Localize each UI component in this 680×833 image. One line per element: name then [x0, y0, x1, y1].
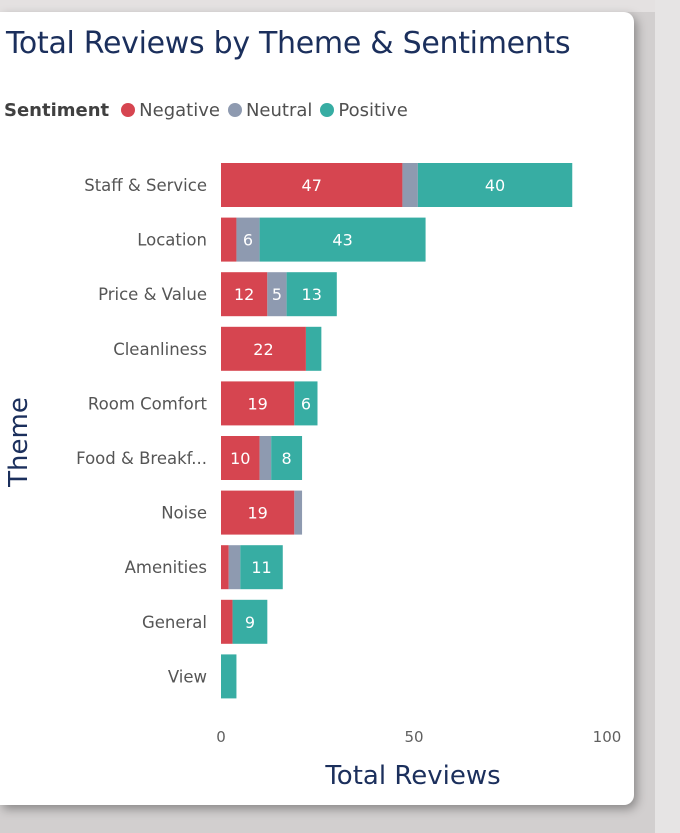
- data-label-noise-negative: 19: [247, 504, 267, 523]
- bar-segment-noise-negative[interactable]: [221, 490, 295, 535]
- category-label-general: General: [142, 613, 207, 632]
- data-label-price-value-positive: 13: [302, 285, 322, 304]
- data-label-price-value-negative: 12: [234, 285, 254, 304]
- x-tick-label-50: 50: [404, 728, 423, 746]
- legend-dot-positive: [320, 103, 335, 117]
- chart-title: Total Reviews by Theme & Sentiments: [6, 26, 571, 61]
- bar-segment-amenities-neutral[interactable]: [228, 545, 241, 590]
- legend-dot-negative: [121, 103, 136, 117]
- background-strip-right: [655, 0, 680, 833]
- bar-segment-staff-service-negative[interactable]: [221, 163, 403, 207]
- category-label-staff-service: Staff & Service: [84, 176, 207, 195]
- labels-layer: Staff & Service 47 40 Location 6 43 Price & Va…: [76, 176, 505, 686]
- bar-segment-staff-service-neutral[interactable]: [402, 163, 418, 207]
- legend: Sentiment Negative Neutral Positive: [4, 98, 416, 122]
- bar-segment-location-negative[interactable]: [221, 217, 237, 262]
- legend-item-negative[interactable]: Negative: [121, 100, 220, 121]
- bar-segment-location-positive[interactable]: [259, 217, 426, 262]
- category-label-price-value: Price & Value: [98, 285, 207, 304]
- data-label-room-comfort-negative: 19: [247, 394, 267, 413]
- data-label-location-positive: 43: [332, 231, 352, 250]
- bar-segment-staff-service-positive[interactable]: [417, 163, 573, 207]
- data-label-room-comfort-positive: 6: [301, 394, 311, 413]
- ticks-layer: 0 50 100: [216, 728, 621, 746]
- bar-segment-food-breakf-negative[interactable]: [221, 436, 260, 480]
- data-label-staff-service-negative: 47: [302, 176, 322, 195]
- legend-label-neutral: Neutral: [245, 99, 313, 121]
- bar-segment-cleanliness-negative[interactable]: [221, 326, 306, 371]
- category-label-food-breakf: Food & Breakf...: [76, 449, 207, 468]
- data-label-price-value-neutral: 5: [272, 285, 282, 304]
- legend-dot-neutral: [227, 103, 242, 117]
- bar-segment-cleanliness-positive[interactable]: [305, 326, 322, 371]
- x-tick-label-100: 100: [593, 728, 622, 746]
- legend-item-positive[interactable]: Positive: [320, 99, 408, 121]
- x-axis-title: Total Reviews: [324, 761, 500, 791]
- data-label-staff-service-positive: 40: [485, 176, 505, 195]
- bars-layer: [221, 163, 573, 699]
- category-label-view: View: [168, 667, 207, 686]
- bar-segment-noise-neutral[interactable]: [294, 490, 303, 535]
- legend-title: Sentiment: [4, 99, 110, 121]
- legend-label-negative: Negative: [139, 99, 220, 121]
- legend-label-positive: Positive: [338, 99, 408, 121]
- data-label-cleanliness-negative: 22: [253, 340, 273, 359]
- data-label-location-neutral: 6: [243, 231, 253, 250]
- bar-segment-location-neutral[interactable]: [236, 217, 260, 262]
- category-label-room-comfort: Room Comfort: [88, 394, 208, 413]
- bar-segment-general-positive[interactable]: [232, 599, 268, 644]
- x-tick-label-0: 0: [216, 728, 226, 746]
- bar-segment-price-value-positive[interactable]: [286, 272, 337, 317]
- bar-segment-view-positive[interactable]: [221, 654, 237, 699]
- data-label-food-breakf-positive: 8: [282, 449, 292, 468]
- legend-item-neutral[interactable]: Neutral: [227, 99, 313, 121]
- bar-segment-room-comfort-positive[interactable]: [294, 381, 318, 426]
- y-axis-title: Theme: [4, 397, 34, 488]
- bar-segment-amenities-negative[interactable]: [221, 545, 229, 590]
- background-strip-top: [0, 0, 680, 12]
- category-label-noise: Noise: [161, 504, 207, 523]
- chart-plot: Staff & Service 47 40 Location 6 43 Price & Va…: [4, 163, 621, 791]
- category-label-cleanliness: Cleanliness: [113, 340, 207, 359]
- data-label-food-breakf-negative: 10: [230, 449, 250, 468]
- chart-card: Total Reviews by Theme & Sentiments Sent…: [0, 12, 634, 805]
- bar-segment-price-value-neutral[interactable]: [267, 272, 287, 317]
- bar-segment-amenities-positive[interactable]: [240, 545, 283, 590]
- bar-segment-food-breakf-neutral[interactable]: [259, 436, 272, 480]
- bar-segment-food-breakf-positive[interactable]: [271, 436, 303, 480]
- bar-segment-price-value-negative[interactable]: [221, 272, 268, 317]
- data-label-amenities-positive: 11: [251, 558, 271, 577]
- bar-segment-room-comfort-negative[interactable]: [221, 381, 295, 426]
- category-label-location: Location: [137, 231, 207, 250]
- category-label-amenities: Amenities: [125, 558, 207, 577]
- bar-segment-general-negative[interactable]: [221, 599, 233, 644]
- data-label-general-positive: 9: [245, 613, 255, 632]
